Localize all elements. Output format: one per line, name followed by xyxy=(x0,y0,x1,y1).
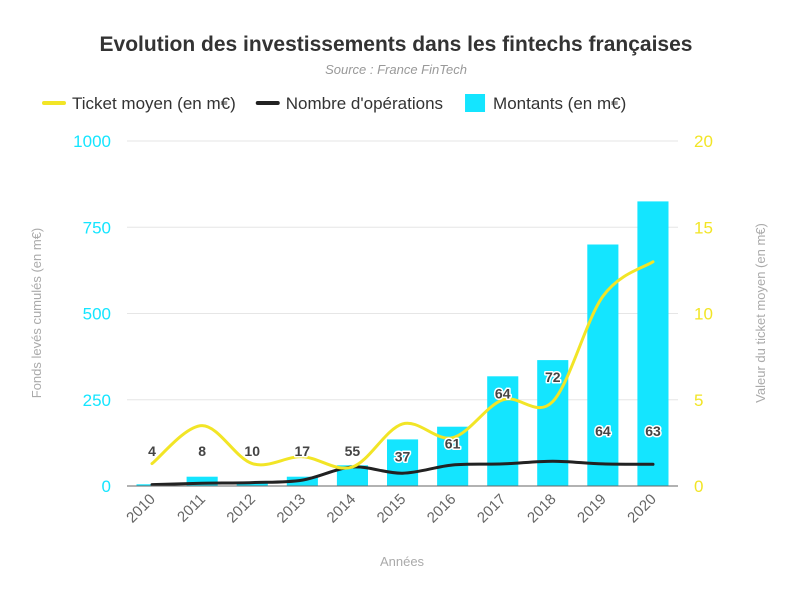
line-nombre-operations xyxy=(150,459,655,487)
y-tick-right-label: 10 xyxy=(694,305,713,324)
x-tick-label: 2013 xyxy=(274,491,310,527)
bar-2014 xyxy=(336,465,368,486)
legend-item[interactable]: Nombre d'opérations xyxy=(255,94,443,113)
x-tick-label: 2016 xyxy=(424,491,460,527)
data-label-2015: 37 xyxy=(395,448,411,464)
data-label-2012: 10 xyxy=(244,443,260,459)
bar-2019 xyxy=(587,244,619,486)
bars xyxy=(136,201,669,486)
y-tick-right-label: 5 xyxy=(694,391,703,410)
bar-2015 xyxy=(387,439,419,486)
y-tick-right-label: 0 xyxy=(694,477,703,496)
chart-subtitle: Source : France FinTech xyxy=(325,62,467,77)
y-tick-right-label: 15 xyxy=(694,218,713,237)
data-label-2020: 63 xyxy=(645,423,661,439)
x-tick-label: 2017 xyxy=(474,491,510,527)
x-axis-title: Années xyxy=(380,554,425,569)
gridlines xyxy=(127,140,678,401)
bar-2020 xyxy=(637,201,669,486)
data-label-2019: 64 xyxy=(595,423,611,439)
y-tick-right-label: 20 xyxy=(694,132,713,151)
data-label-2016: 61 xyxy=(445,436,461,452)
y-axis-right: 0 5 10 15 20 xyxy=(694,132,713,496)
y-axis-left: 0 250 500 750 1000 xyxy=(73,132,111,496)
x-tick-label: 2014 xyxy=(324,491,360,527)
y-tick-left-label: 1000 xyxy=(73,132,111,151)
series-lines xyxy=(150,260,655,487)
data-label-2017: 64 xyxy=(495,385,511,401)
chart-title: Evolution des investissements dans les f… xyxy=(100,33,693,56)
x-tick-label: 2019 xyxy=(574,491,610,527)
legend-label: Nombre d'opérations xyxy=(286,94,443,113)
data-label-2013: 17 xyxy=(295,443,311,459)
y-axis-left-title: Fonds levés cumulés (en m€) xyxy=(29,228,44,399)
data-label-2010: 4 xyxy=(148,443,156,459)
y-tick-left-label: 0 xyxy=(102,477,111,496)
x-tick-label: 2018 xyxy=(524,491,560,527)
line-ticket-moyen xyxy=(150,260,655,470)
y-axis-right-title: Valeur du ticket moyen (en m€) xyxy=(753,223,768,403)
data-label-2018: 72 xyxy=(545,369,561,385)
legend-swatch xyxy=(465,94,486,112)
x-tick-label: 2015 xyxy=(374,491,410,527)
legend-item[interactable]: Ticket moyen (en m€) xyxy=(42,94,236,113)
bar-2011 xyxy=(186,476,218,486)
legend-item[interactable]: Montants (en m€) xyxy=(465,94,626,113)
data-label-2011: 8 xyxy=(198,443,206,459)
x-tick-label: 2010 xyxy=(123,491,159,527)
data-labels: 4 8 10 17 55 37 61 64 72 64 63 xyxy=(147,368,663,466)
legend-label: Montants (en m€) xyxy=(493,94,626,113)
bar-2018 xyxy=(537,360,569,486)
x-tick-label: 2011 xyxy=(174,491,209,526)
y-tick-left-label: 250 xyxy=(83,391,111,410)
x-tick-label: 2012 xyxy=(223,491,259,527)
y-tick-left-label: 500 xyxy=(83,305,111,324)
data-label-2014: 55 xyxy=(345,443,361,459)
bar-2017 xyxy=(487,376,519,486)
y-tick-left-label: 750 xyxy=(83,218,111,237)
legend: Ticket moyen (en m€) Nombre d'opérations M… xyxy=(42,94,626,113)
legend-label: Ticket moyen (en m€) xyxy=(72,94,236,113)
x-tick-label: 2020 xyxy=(624,491,660,527)
x-axis: 2010 2011 2012 2013 2014 2015 2016 2017 2018 2019… xyxy=(123,485,678,527)
